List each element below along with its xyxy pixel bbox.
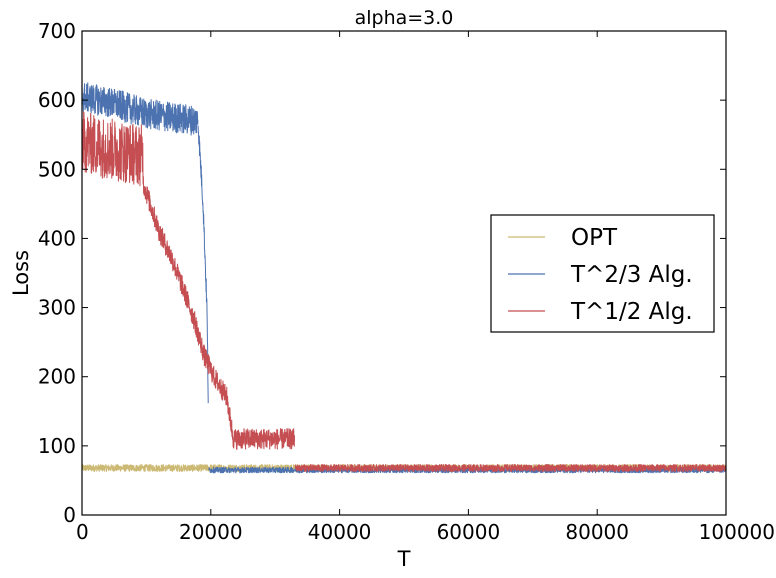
- series-1-line-1: [197, 125, 209, 404]
- legend: OPT T^2/3 Alg. T^1/2 Alg.: [490, 214, 715, 333]
- series-1-line-0: [81, 82, 199, 136]
- y-axis-title: Loss: [9, 250, 33, 296]
- series-layer: [81, 82, 727, 474]
- x-tick-label: 100000: [699, 520, 775, 544]
- series-2-line-0: [81, 111, 144, 187]
- x-tick-label: 80000: [565, 520, 629, 544]
- y-tick-label: 600: [38, 88, 76, 112]
- y-tick-label: 0: [63, 503, 76, 527]
- y-tick-label: 100: [38, 434, 76, 458]
- x-tick-label: 20000: [179, 520, 243, 544]
- x-tick-label: 0: [76, 520, 89, 544]
- x-tick-label: 40000: [308, 520, 372, 544]
- series-2-line-1: [142, 176, 296, 450]
- y-tick-label: 200: [38, 365, 76, 389]
- y-tick-label: 300: [38, 296, 76, 320]
- y-tick-label: 700: [38, 19, 76, 43]
- x-axis-title: T: [397, 547, 411, 571]
- legend-label: T^1/2 Alg.: [570, 299, 693, 325]
- y-tick-label: 500: [38, 157, 76, 181]
- y-tick-label: 400: [38, 226, 76, 250]
- x-tick-label: 60000: [437, 520, 501, 544]
- legend-label: T^2/3 Alg.: [570, 262, 693, 288]
- tick-layer: 0 20000 40000 60000 80000 100000 0 100 200 300 400…: [38, 19, 775, 544]
- plot-frame: [81, 30, 727, 516]
- legend-entries: OPT T^2/3 Alg. T^1/2 Alg.: [508, 225, 693, 325]
- series-2-line-2: [294, 464, 727, 472]
- series-1: [81, 82, 727, 474]
- legend-label: OPT: [571, 225, 618, 251]
- chart-title: alpha=3.0: [355, 7, 454, 29]
- series-2: [81, 111, 727, 472]
- series-1-line-2: [208, 466, 727, 474]
